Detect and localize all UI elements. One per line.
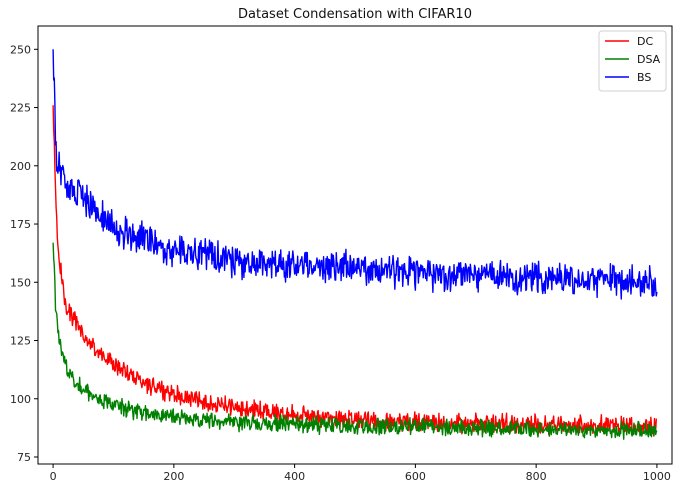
y-tick-label-2: 125: [10, 335, 31, 348]
series-layer: [52, 49, 658, 440]
x-tick-label-0: 0: [50, 470, 57, 483]
series-line-bs: [52, 49, 658, 300]
x-tick-label-4: 800: [526, 470, 547, 483]
ticks-layer: 0 200 400 600 800 1000 75 100 125 150 175 200 225 250: [10, 43, 671, 483]
y-tick-label-0: 75: [17, 451, 31, 464]
series-line-dsa: [52, 242, 658, 440]
y-tick-label-5: 200: [10, 160, 31, 173]
y-tick-label-3: 150: [10, 276, 31, 289]
legend: DC DSA BS: [598, 30, 667, 92]
legend-label-bs: BS: [637, 71, 651, 84]
y-tick-label-6: 225: [10, 102, 31, 115]
y-tick-label-7: 250: [10, 43, 31, 56]
y-tick-label-1: 100: [10, 393, 31, 406]
x-tick-label-5: 1000: [643, 470, 671, 483]
x-tick-label-3: 600: [405, 470, 426, 483]
plot-frame: [37, 25, 673, 465]
legend-label-dsa: DSA: [637, 53, 661, 66]
x-tick-label-1: 200: [163, 470, 184, 483]
x-tick-label-2: 400: [284, 470, 305, 483]
chart-title: Dataset Condensation with CIFAR10: [238, 7, 472, 22]
legend-label-dc: DC: [637, 35, 653, 48]
legend-box: [598, 30, 667, 92]
y-tick-label-4: 175: [10, 218, 31, 231]
